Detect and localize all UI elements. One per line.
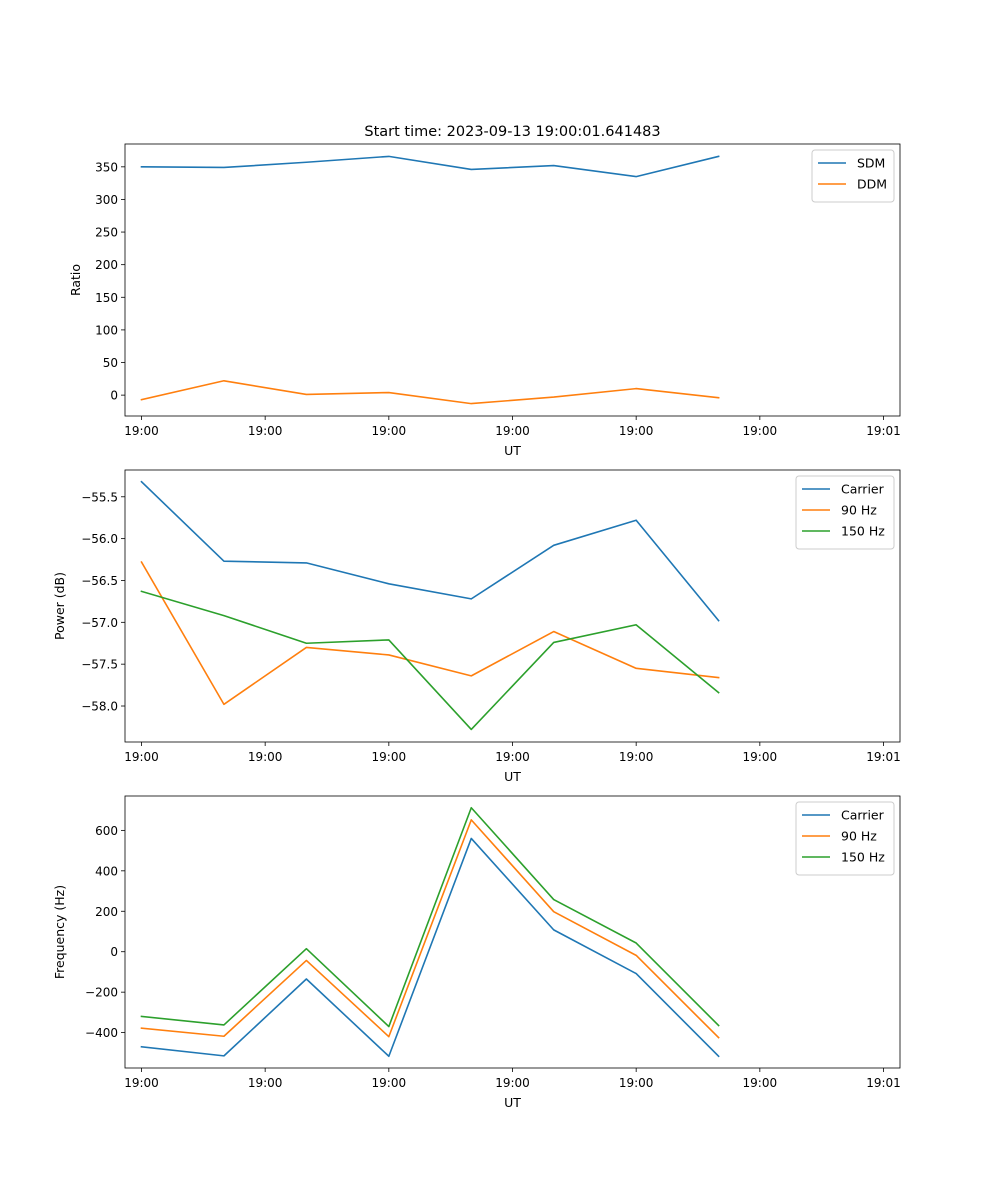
- x-tick-label: 19:00: [248, 424, 283, 438]
- x-tick-label: 19:00: [619, 750, 654, 764]
- legend-label: Carrier: [841, 808, 885, 823]
- y-tick-label: 100: [95, 323, 118, 337]
- x-axis-label: UT: [504, 769, 521, 784]
- y-tick-label: 400: [95, 864, 118, 878]
- legend-label: SDM: [857, 156, 885, 171]
- y-tick-label: 150: [95, 291, 118, 305]
- chart-title: Start time: 2023-09-13 19:00:01.641483: [364, 124, 660, 140]
- legend-label: 150 Hz: [841, 524, 885, 539]
- chart-panel-3: 19:00 19:00 19:00 19:00 19:00 19:00 19:01 −400 −…: [52, 795, 901, 1110]
- x-tick-label: 19:00: [619, 1076, 654, 1090]
- x-tick-label: 19:00: [248, 1076, 283, 1090]
- y-axis-label: Power (dB): [52, 572, 67, 640]
- legend: Carrier 90 Hz 150 Hz: [795, 475, 895, 550]
- y-tick-label: 50: [103, 356, 118, 370]
- series-line-sdm: [140, 155, 720, 178]
- series-line-90-hz: [140, 560, 720, 706]
- y-tick-label: 0: [110, 945, 118, 959]
- x-tick-label: 19:00: [495, 424, 530, 438]
- x-tick-label: 19:00: [248, 750, 283, 764]
- y-tick-label: −57.0: [81, 616, 118, 630]
- y-tick-label: 0: [110, 389, 118, 403]
- y-axis-label: Ratio: [68, 264, 83, 296]
- x-axis-label: UT: [504, 1095, 521, 1110]
- x-tick-label: 19:00: [124, 1076, 159, 1090]
- x-tick-label: 19:00: [619, 424, 654, 438]
- legend-label: 150 Hz: [841, 850, 885, 865]
- y-tick-label: 300: [95, 193, 118, 207]
- x-tick-label: 19:00: [372, 750, 407, 764]
- legend-label: 90 Hz: [841, 503, 877, 518]
- y-tick-label: −56.5: [81, 574, 118, 588]
- x-tick-label: 19:00: [495, 750, 530, 764]
- x-tick-label: 19:00: [124, 424, 159, 438]
- y-tick-label: −400: [85, 1026, 118, 1040]
- axes-frame: [124, 469, 901, 743]
- chart-panel-2: 19:00 19:00 19:00 19:00 19:00 19:00 19:01 −58.0…: [52, 469, 901, 784]
- x-tick-label: 19:00: [743, 1076, 778, 1090]
- x-tick-label: 19:00: [372, 1076, 407, 1090]
- x-tick-label: 19:01: [866, 1076, 901, 1090]
- y-tick-label: 250: [95, 226, 118, 240]
- x-tick-label: 19:00: [372, 424, 407, 438]
- series-line-carrier: [140, 480, 720, 622]
- x-tick-label: 19:01: [866, 750, 901, 764]
- axes-frame: [124, 795, 901, 1069]
- series-line-carrier: [140, 837, 720, 1058]
- x-tick-label: 19:00: [743, 424, 778, 438]
- x-tick-label: 19:00: [495, 1076, 530, 1090]
- y-tick-label: 200: [95, 258, 118, 272]
- x-tick-label: 19:00: [743, 750, 778, 764]
- legend: SDM DDM: [811, 149, 895, 203]
- series-line-150-hz: [140, 590, 720, 731]
- y-tick-label: −55.5: [81, 490, 118, 504]
- legend-label: DDM: [857, 177, 887, 192]
- series-line-ddm: [140, 379, 720, 405]
- y-tick-label: −57.5: [81, 658, 118, 672]
- x-tick-label: 19:00: [124, 750, 159, 764]
- series-line-90-hz: [140, 819, 720, 1039]
- y-tick-label: −200: [85, 986, 118, 1000]
- legend-label: Carrier: [841, 482, 885, 497]
- y-tick-label: 200: [95, 905, 118, 919]
- series-line-150-hz: [140, 806, 720, 1028]
- axes-frame: [124, 143, 901, 417]
- y-axis-label: Frequency (Hz): [52, 885, 67, 979]
- y-tick-label: −56.0: [81, 532, 118, 546]
- legend-label: 90 Hz: [841, 829, 877, 844]
- x-tick-label: 19:01: [866, 424, 901, 438]
- y-tick-label: 350: [95, 160, 118, 174]
- legend: Carrier 90 Hz 150 Hz: [795, 801, 895, 876]
- y-tick-label: −58.0: [81, 700, 118, 714]
- x-axis-label: UT: [504, 443, 521, 458]
- y-tick-label: 600: [95, 824, 118, 838]
- chart-panel-1: Start time: 2023-09-13 19:00:01.641483 19…: [68, 124, 901, 458]
